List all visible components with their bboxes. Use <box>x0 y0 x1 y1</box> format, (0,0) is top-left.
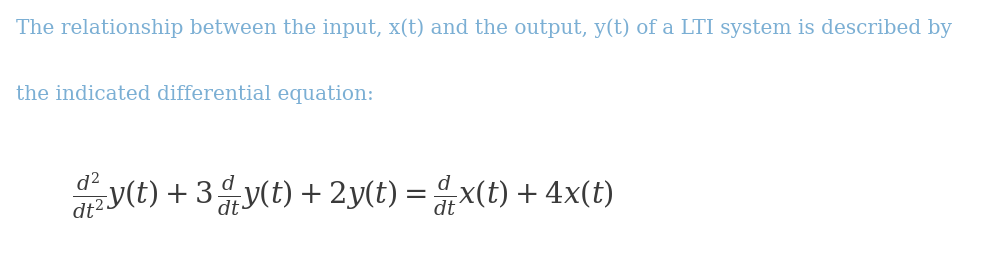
Text: The relationship between the input, x(t) and the output, y(t) of a LTI system is: The relationship between the input, x(t)… <box>16 18 952 38</box>
Text: the indicated differential equation:: the indicated differential equation: <box>16 85 374 104</box>
Text: $\frac{d^2}{dt^2}y(t) + 3\,\frac{d}{dt}y(t) + 2y(t) = \frac{d}{dt}x(t) + 4x(t)$: $\frac{d^2}{dt^2}y(t) + 3\,\frac{d}{dt}y… <box>72 170 614 221</box>
